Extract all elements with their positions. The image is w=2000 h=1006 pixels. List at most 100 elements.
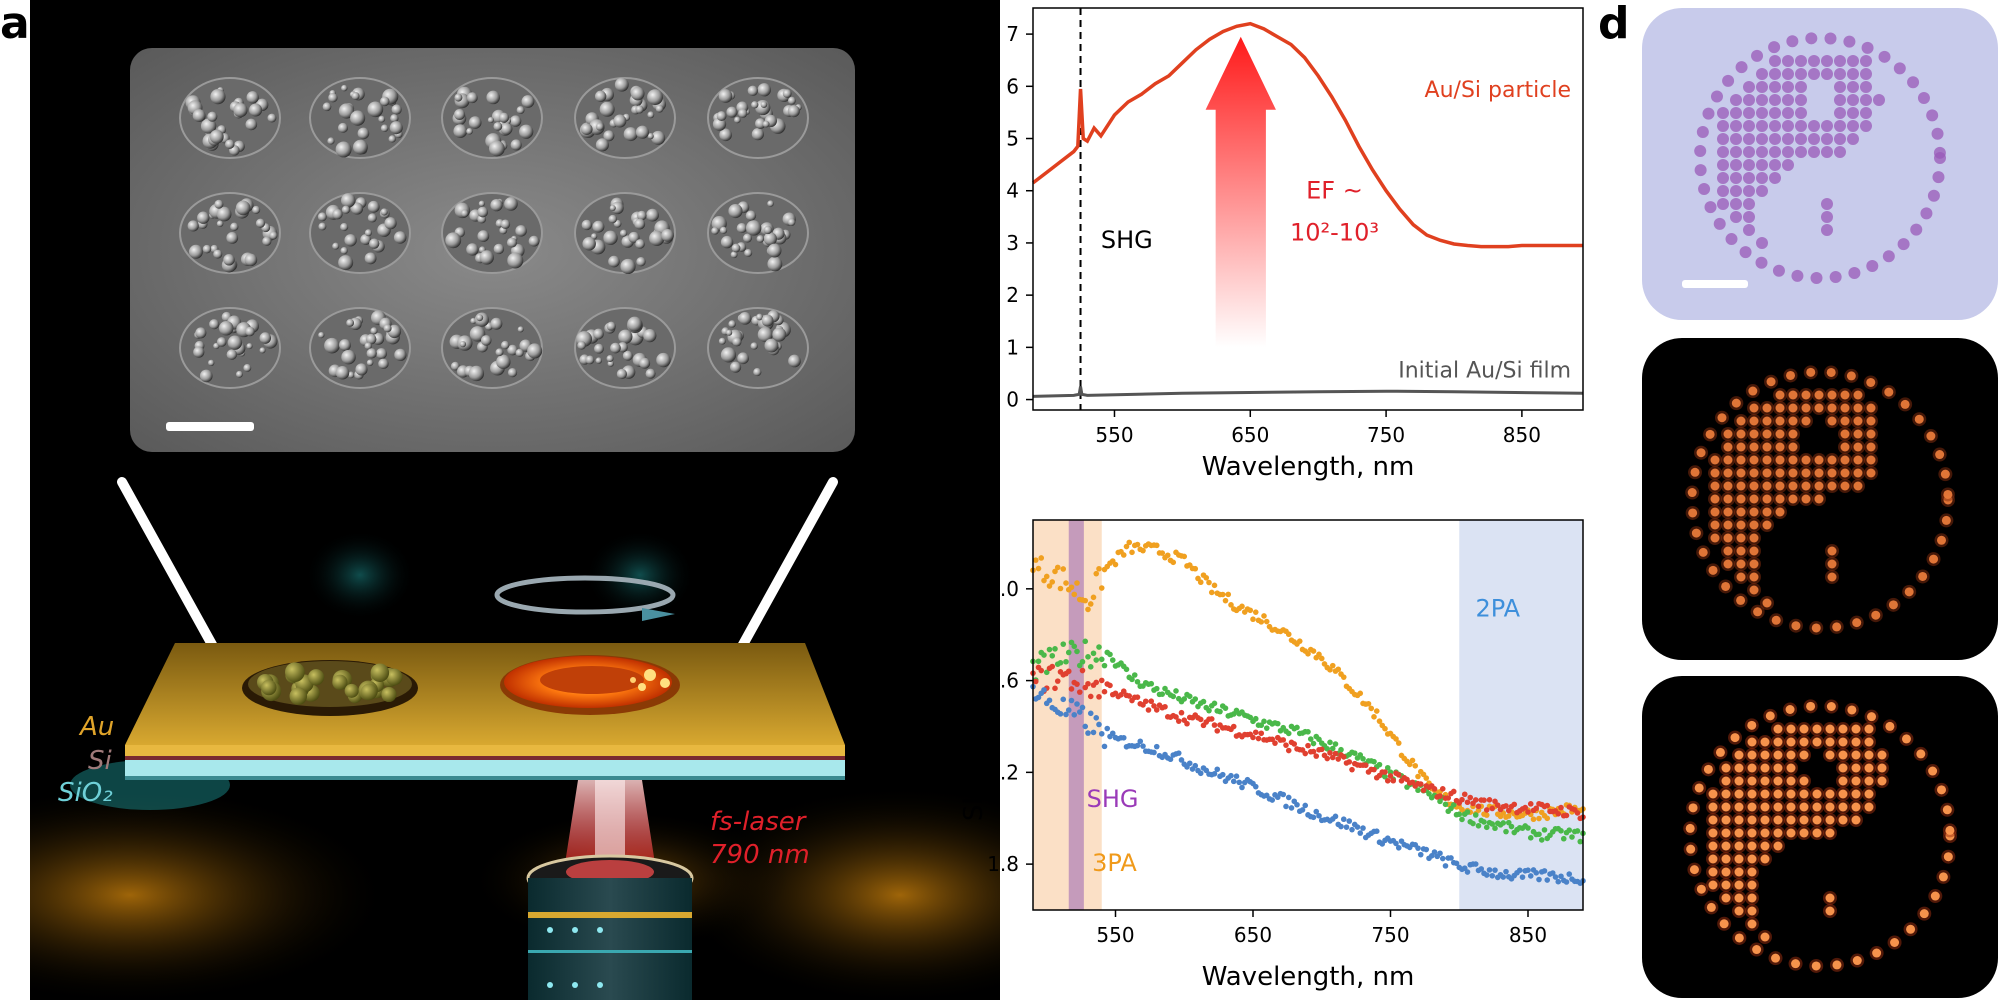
data-point (1354, 824, 1361, 830)
pattern-dot (1852, 618, 1862, 628)
data-point (1197, 716, 1204, 723)
pattern-dot (1721, 815, 1731, 825)
pattern-dot (1788, 416, 1798, 426)
data-point (1409, 757, 1416, 764)
ef-arrow (1205, 36, 1276, 348)
pattern-dot (1914, 414, 1924, 424)
data-point (1536, 815, 1542, 822)
pattern-dot (1786, 750, 1796, 760)
laser-name: fs-laser (710, 807, 806, 837)
data-point (1079, 667, 1086, 674)
pattern-dot (1762, 598, 1772, 608)
data-point (1299, 807, 1306, 813)
pattern-dot (1795, 81, 1807, 93)
data-point (1310, 740, 1317, 747)
pattern-dot (1773, 841, 1783, 851)
data-point (1261, 613, 1267, 619)
data-point (1459, 796, 1465, 803)
pattern-dot (1846, 371, 1856, 381)
pattern-dot (1931, 127, 1944, 140)
pattern-dot (1825, 828, 1835, 838)
data-point (1415, 845, 1421, 851)
pattern-dot (1786, 789, 1796, 799)
pattern-dot (1843, 35, 1856, 48)
data-point (1178, 709, 1185, 716)
pattern-dot (1799, 828, 1809, 838)
pattern-dot (1775, 403, 1785, 413)
pattern-dot (1756, 146, 1768, 158)
data-point (1049, 663, 1056, 670)
pattern-dot (1736, 429, 1746, 439)
pattern-dot (1786, 724, 1796, 734)
pattern-dot (1743, 198, 1755, 210)
y-tick-label: 2.2 (987, 760, 1019, 784)
shg-annotation: SHG (1101, 226, 1153, 254)
data-point (1423, 775, 1430, 781)
data-point (1426, 791, 1432, 797)
pattern-dot (1723, 546, 1733, 556)
pattern-dot (1788, 442, 1798, 452)
pattern-dot (1730, 733, 1740, 743)
data-point (1046, 697, 1053, 704)
data-point (1090, 729, 1097, 736)
pattern-dot (1906, 924, 1916, 934)
pattern-dot (1736, 494, 1746, 504)
shg-map-image (1642, 676, 1998, 998)
data-point (1318, 746, 1325, 753)
pattern-dot (1730, 146, 1742, 158)
series-red (1030, 663, 1586, 822)
data-point (1206, 707, 1212, 714)
data-point (1316, 651, 1322, 658)
pattern-dot (1743, 120, 1755, 132)
data-point (1065, 668, 1072, 675)
data-point (1533, 805, 1540, 812)
pattern-dot (1838, 763, 1848, 773)
pattern-dot (1878, 50, 1891, 63)
plot-frame (1032, 519, 1584, 911)
pattern-dot (1721, 867, 1731, 877)
data-point (1423, 846, 1430, 853)
data-point (1035, 694, 1042, 701)
pattern-dot (1721, 581, 1731, 591)
data-point (1382, 769, 1388, 775)
pattern-dot (1840, 403, 1850, 413)
data-point (1222, 597, 1229, 604)
pattern-dot (1686, 844, 1696, 854)
pattern-dot (1801, 494, 1811, 504)
pattern-dot (1801, 481, 1811, 491)
pattern-dot (1749, 429, 1759, 439)
pattern-dot (1877, 763, 1887, 773)
data-point (1450, 788, 1457, 795)
pattern-dot (1736, 595, 1746, 605)
y-tick-label: 5 (1006, 127, 1019, 151)
pattern-dot (1743, 94, 1755, 106)
pattern-dot (1860, 68, 1872, 80)
pattern-dot (1762, 520, 1772, 530)
data-point (1349, 766, 1355, 773)
pattern-dot (1723, 507, 1733, 517)
pattern-dot (1708, 854, 1718, 864)
series-line-1 (1032, 386, 1584, 398)
pattern-dot (1769, 146, 1781, 158)
data-point (1107, 651, 1113, 658)
data-point (1052, 646, 1058, 652)
data-point (1324, 746, 1331, 752)
pattern-dot (1795, 120, 1807, 132)
pattern-dot (1760, 776, 1770, 786)
pattern-dot (1736, 520, 1746, 530)
pattern-dot (1775, 481, 1785, 491)
data-point (1500, 820, 1507, 826)
pattern-dot (1723, 494, 1733, 504)
pattern-dot (1937, 535, 1947, 545)
data-point (1192, 762, 1199, 769)
data-point (1239, 603, 1245, 610)
pattern-dot (1756, 159, 1768, 171)
pattern-dot (1812, 828, 1822, 838)
data-point (1340, 674, 1347, 680)
pattern-dot (1696, 884, 1706, 894)
pattern-dot (1814, 390, 1824, 400)
legend-particle: Au/Si particle (1425, 78, 1571, 103)
pattern-dot (1688, 803, 1698, 813)
pattern-dot (1760, 789, 1770, 799)
pattern-dot (1751, 49, 1764, 62)
